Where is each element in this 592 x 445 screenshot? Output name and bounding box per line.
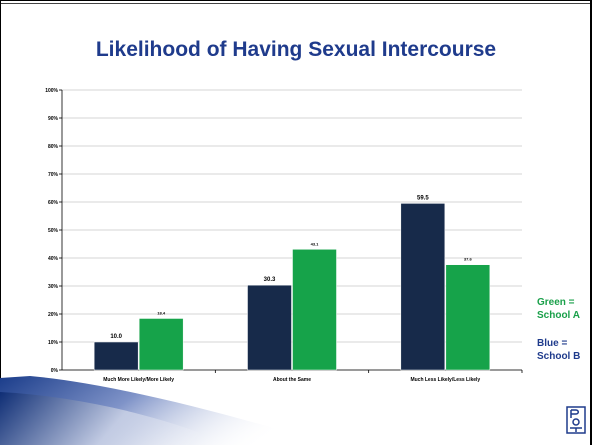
data-label: 18.4: [157, 310, 166, 315]
data-label: 43.1: [311, 241, 320, 246]
bar: [138, 318, 184, 371]
right-border: [590, 0, 592, 445]
data-label: 30.3: [264, 277, 276, 283]
decorative-swoosh: [0, 376, 330, 445]
y-tick-label: 100%: [45, 88, 58, 94]
y-tick-label: 80%: [48, 144, 59, 150]
legend-school-a: Green = School A: [537, 297, 580, 321]
bar: [292, 249, 337, 371]
y-tick-label: 20%: [48, 312, 59, 318]
y-tick-label: 50%: [48, 228, 59, 234]
bar: [400, 203, 446, 371]
y-tick-label: 70%: [48, 172, 59, 178]
data-label: 10.0: [110, 334, 122, 340]
bar: [247, 284, 292, 371]
left-border: [0, 0, 1, 445]
legend-school-b: Blue = School B: [537, 338, 581, 362]
x-tick-label: Much Less Likely/Less Likely: [410, 377, 480, 383]
bar: [93, 341, 139, 371]
bar: [445, 264, 491, 371]
x-tick-label: Much More Likely/More Likely: [103, 377, 174, 383]
y-tick-label: 60%: [48, 200, 59, 206]
top-border-inner: [0, 3, 592, 4]
slide-title: Likelihood of Having Sexual Intercourse: [95, 38, 497, 61]
top-border: [0, 0, 592, 1]
y-tick-label: 0%: [51, 368, 59, 374]
y-tick-label: 10%: [48, 340, 59, 346]
x-tick-label: About the Same: [273, 377, 311, 383]
data-label: 37.6: [464, 257, 473, 262]
y-tick-label: 40%: [48, 256, 59, 262]
y-tick-label: 90%: [48, 116, 59, 122]
data-label: 59.5: [417, 195, 429, 201]
y-tick-label: 30%: [48, 284, 59, 290]
ppt-logo-icon: [566, 406, 586, 434]
